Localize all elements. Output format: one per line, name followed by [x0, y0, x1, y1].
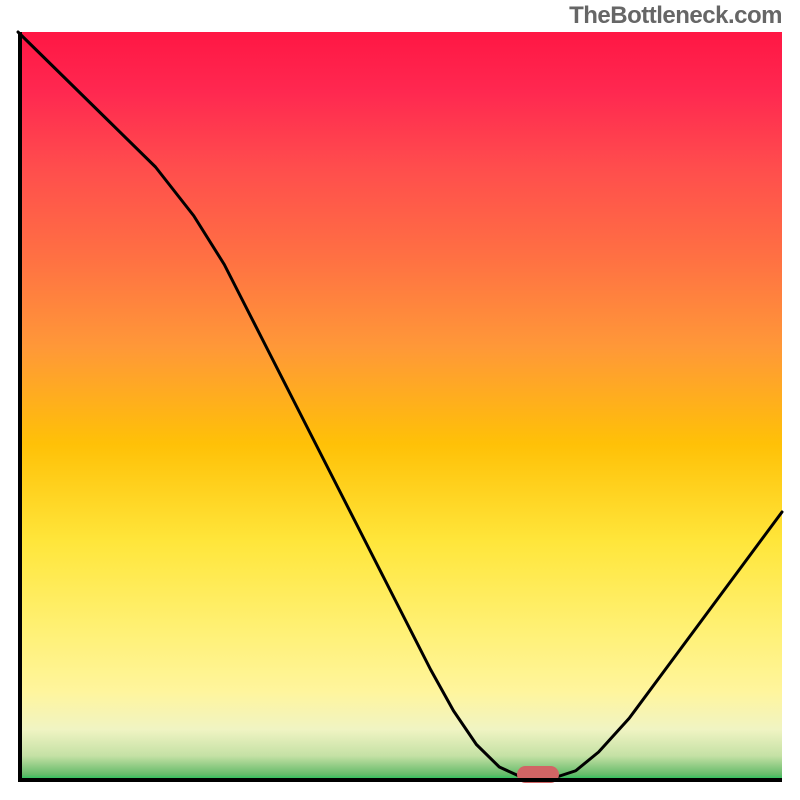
- x-axis-line: [18, 778, 782, 782]
- plot-area: [18, 32, 782, 782]
- watermark-text: TheBottleneck.com: [569, 2, 782, 30]
- chart-container: TheBottleneck.com: [0, 0, 800, 800]
- y-axis-line: [18, 32, 22, 782]
- bottleneck-curve: [18, 32, 782, 782]
